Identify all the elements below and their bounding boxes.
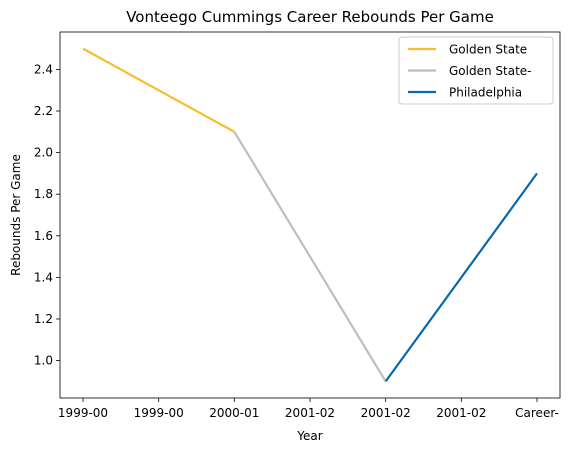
series-line-0 — [82, 47, 235, 133]
x-axis-label: Year — [296, 429, 322, 443]
y-tick-label: 1.8 — [34, 187, 53, 201]
x-tick-label: 2001-02 — [361, 406, 411, 420]
y-tick-label: 2.4 — [34, 62, 53, 76]
x-tick-label: Career- — [515, 406, 559, 420]
x-tick-label: 1999-00 — [134, 406, 184, 420]
y-tick-label: 1.0 — [34, 354, 53, 368]
y-axis: 1.0 1.2 1.4 1.6 1.8 2.0 2.2 2.4 — [34, 62, 60, 368]
x-tick-label: 2001-02 — [285, 406, 335, 420]
y-tick-label: 1.4 — [34, 270, 53, 284]
chart-title: Vonteego Cummings Career Rebounds Per Ga… — [126, 8, 494, 26]
legend: Golden State Golden State- Philadelphia — [398, 36, 554, 105]
x-tick-label: 2000-01 — [209, 406, 259, 420]
legend-label-2: Philadelphia — [449, 86, 522, 100]
y-tick-label: 1.2 — [34, 312, 53, 326]
legend-label-0: Golden State — [449, 43, 527, 57]
legend-label-1: Golden State- — [449, 64, 532, 78]
x-tick-label: 2001-02 — [436, 406, 486, 420]
series-lines — [82, 47, 538, 383]
series-line-2 — [384, 172, 538, 383]
x-axis: 1999-00 1999-00 2000-01 2001-02 2001-02 2001-… — [58, 398, 559, 420]
y-tick-label: 2.2 — [34, 104, 53, 118]
y-axis-label: Rebounds Per Game — [9, 154, 23, 276]
series-line-1 — [233, 131, 387, 382]
legend-box — [398, 36, 554, 105]
x-tick-label: 1999-00 — [58, 406, 108, 420]
y-tick-label: 2.0 — [34, 146, 53, 160]
y-tick-label: 1.6 — [34, 229, 53, 243]
